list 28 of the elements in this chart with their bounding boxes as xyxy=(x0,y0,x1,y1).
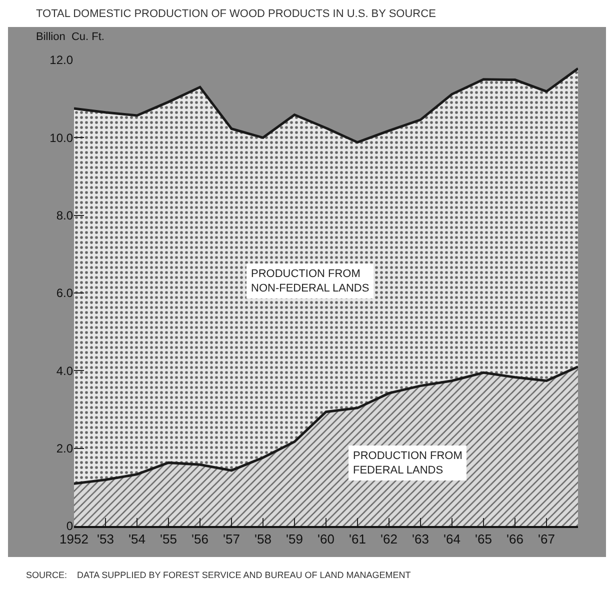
x-tick-label: '55 xyxy=(160,532,177,547)
source-note: SOURCE: DATA SUPPLIED BY FOREST SERVICE AND BUREAU OF LAND MANAGEMENT xyxy=(26,570,412,580)
x-tick-label: '63 xyxy=(412,532,429,547)
x-tick-label: '65 xyxy=(475,532,492,547)
x-tick-label: '58 xyxy=(254,532,272,547)
chart-title: TOTAL DOMESTIC PRODUCTION OF WOOD PRODUCTS IN U.S. BY SOURCE xyxy=(36,8,436,20)
x-tick-label: '59 xyxy=(286,532,303,547)
x-tick-label: '67 xyxy=(538,532,555,547)
x-tick-label: '61 xyxy=(349,532,366,547)
y-axis-title: Billion Cu. Ft. xyxy=(36,31,104,43)
x-tick-label: '62 xyxy=(380,532,398,547)
y-tick-label: 8.0 xyxy=(56,208,74,223)
x-tick-label: '57 xyxy=(223,532,240,547)
y-tick-label: 2.0 xyxy=(56,442,74,456)
x-tick-label: '66 xyxy=(506,532,524,547)
x-tick-label: '54 xyxy=(128,532,146,547)
y-tick-label: 10.0 xyxy=(50,130,74,145)
series-label: PRODUCTION FROM NON-FEDERAL LANDS xyxy=(251,268,370,294)
y-tick-label: 0 xyxy=(66,519,74,534)
x-tick-label: '64 xyxy=(444,532,460,547)
x-tick-label: '56 xyxy=(192,532,208,547)
x-tick-label: 1952 xyxy=(60,532,88,547)
x-tick-label: '53 xyxy=(97,532,114,547)
x-tick-label: '60 xyxy=(318,532,334,547)
y-tick-label: 12.0 xyxy=(50,53,74,68)
y-tick-label: 4.0 xyxy=(56,364,74,378)
y-tick-label: 6.0 xyxy=(56,286,74,300)
series-label: PRODUCTION FROM FEDERAL LANDS xyxy=(353,450,462,476)
